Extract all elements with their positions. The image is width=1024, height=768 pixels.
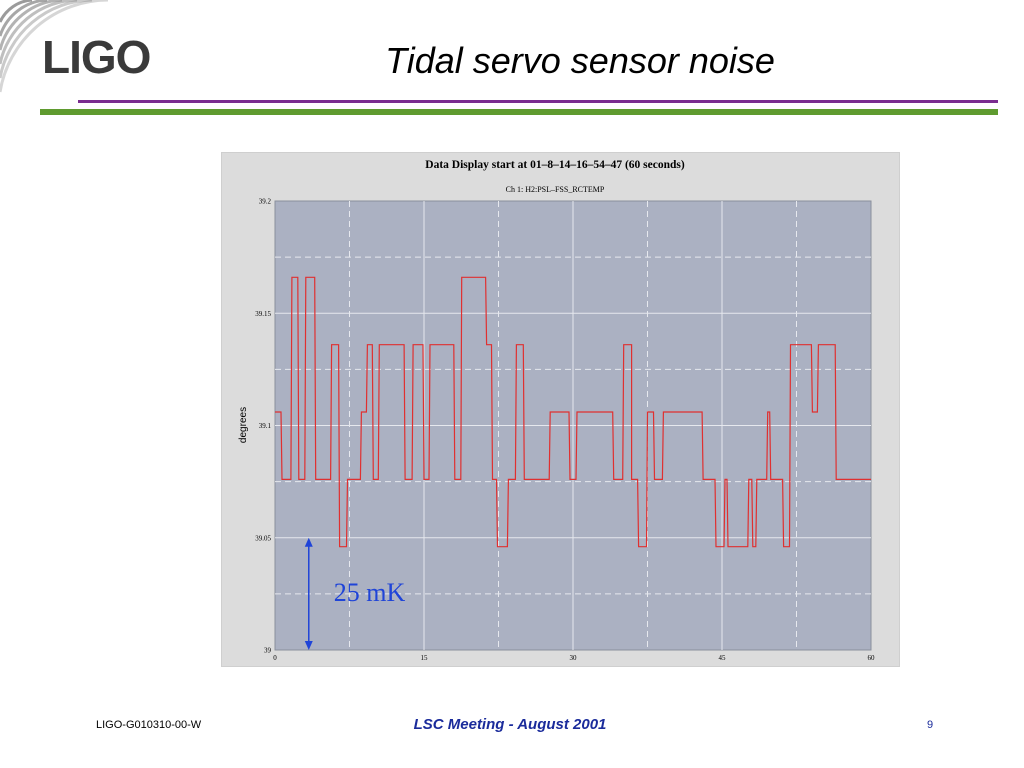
footer-meeting: LSC Meeting - August 2001	[413, 716, 607, 733]
chart-subtitle: Ch 1: H2:PSL–FSS_RCTEMP	[506, 185, 605, 194]
data-series-line	[275, 276, 871, 548]
chart-figure: Data Display start at 01–8–14–16–54–47 (…	[221, 152, 900, 667]
x-tick-label: 15	[421, 654, 429, 662]
grid	[275, 201, 871, 650]
ligo-logo-text: LIGO	[42, 31, 151, 83]
x-tick-label: 45	[719, 654, 727, 662]
ligo-logo-arcs	[0, 0, 109, 93]
y-tick-label: 39	[264, 647, 272, 655]
footer-document-id: LIGO-G010310-00-W	[96, 719, 202, 731]
y-tick-label: 39.1	[259, 422, 272, 430]
chart-svg: Data Display start at 01–8–14–16–54–47 (…	[238, 159, 875, 663]
slide-title: Tidal servo sensor noise	[385, 40, 775, 81]
y-tick-label: 39.2	[259, 198, 272, 206]
annotation-label: 25 mK	[334, 578, 406, 607]
title-divider-green	[40, 109, 998, 115]
trace	[275, 276, 871, 548]
annotation-arrowhead-top	[304, 537, 313, 547]
annotation-arrowhead-bottom	[304, 641, 313, 650]
x-tick-label: 0	[273, 654, 277, 662]
page-number: 9	[926, 719, 934, 731]
y-tick-label: 39.15	[255, 310, 271, 318]
y-tick-label: 39.05	[255, 534, 271, 542]
title-divider-purple	[78, 100, 998, 103]
x-tick-label: 30	[570, 654, 578, 662]
x-tick-label: 60	[868, 654, 876, 662]
annotation-layer: 25 mK	[304, 537, 406, 650]
y-axis-label: degrees	[238, 407, 249, 443]
tick-labels: 0 15 30 45 60 39 39.05 39.1 39.15 39.2	[255, 198, 875, 663]
chart-title: Data Display start at 01–8–14–16–54–47 (…	[425, 159, 685, 171]
